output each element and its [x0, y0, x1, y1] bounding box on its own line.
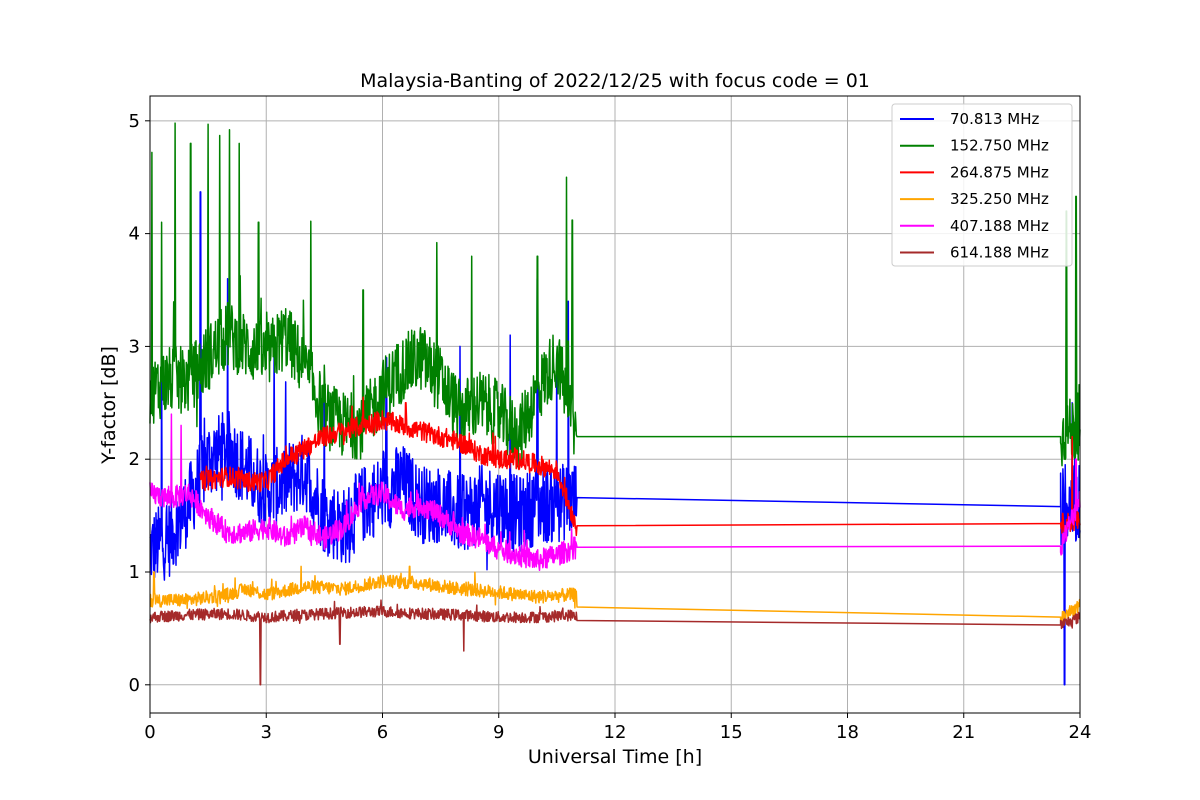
legend-entry: 325.250 MHz	[950, 190, 1049, 208]
plot-area	[149, 122, 1081, 686]
x-tick-label: 12	[604, 722, 627, 743]
series-line	[149, 599, 1081, 686]
legend-box	[891, 103, 1073, 267]
y-axis: 0 1 2 3 4 5	[129, 111, 150, 696]
x-tick-label: 9	[493, 722, 504, 743]
legend-entry: 70.813 MHz	[950, 110, 1039, 128]
y-tick-label: 2	[129, 449, 140, 470]
series-line	[149, 122, 1081, 468]
y-tick-label: 5	[129, 111, 140, 132]
legend-entry: 614.188 MHz	[950, 244, 1049, 262]
chart-title: Malaysia-Banting of 2022/12/25 with focu…	[360, 70, 870, 92]
x-tick-label: 24	[1069, 722, 1092, 743]
x-tick-label: 21	[952, 722, 975, 743]
series-line	[149, 413, 1081, 572]
x-axis-label: Universal Time [h]	[528, 746, 702, 768]
series-line	[149, 565, 1081, 622]
y-axis-label: Y-factor [dB]	[98, 346, 120, 465]
legend-entry: 407.188 MHz	[950, 217, 1049, 235]
x-tick-label: 15	[720, 722, 743, 743]
legend-entry: 152.750 MHz	[950, 137, 1049, 155]
series-line	[199, 396, 1081, 537]
x-tick-label: 3	[261, 722, 272, 743]
legend: 70.813 MHz 152.750 MHz 264.875 MHz 325.250 …	[891, 103, 1073, 267]
legend-entry: 264.875 MHz	[950, 163, 1049, 181]
x-tick-label: 6	[377, 722, 388, 743]
y-tick-label: 3	[129, 336, 140, 357]
y-tick-label: 1	[129, 562, 140, 583]
x-axis: 0 3 6 9 12 15 18 21 24	[144, 713, 1091, 743]
series-line	[149, 191, 1081, 686]
y-tick-label: 0	[129, 675, 140, 696]
y-tick-label: 4	[129, 224, 140, 245]
x-tick-label: 0	[144, 722, 155, 743]
x-tick-label: 18	[836, 722, 859, 743]
